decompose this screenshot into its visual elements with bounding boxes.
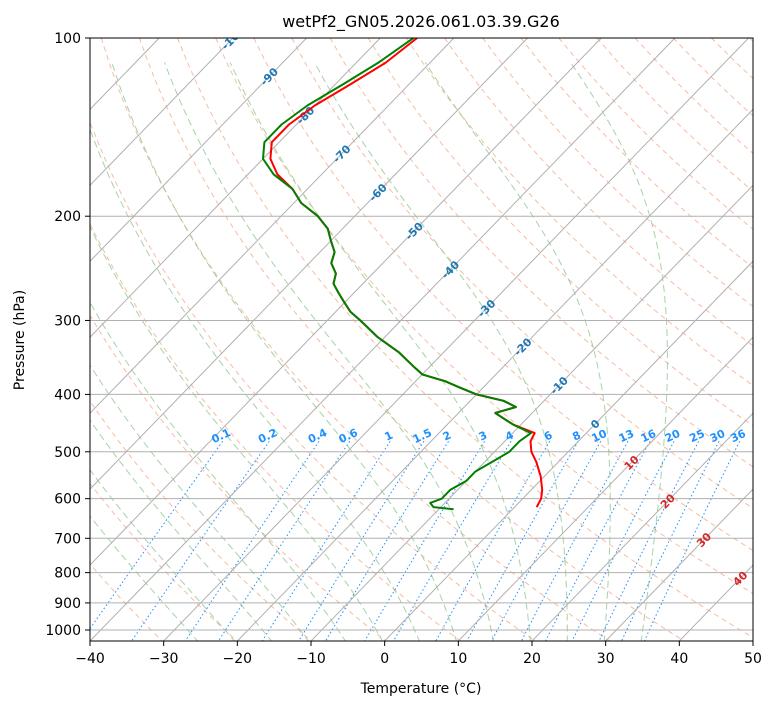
isotherm-line bbox=[90, 38, 381, 338]
isotherm-line bbox=[90, 38, 234, 187]
x-tick-label: −30 bbox=[149, 651, 179, 667]
dry-adiabat bbox=[100, 38, 611, 641]
mixing-ratio-label: 13 bbox=[617, 427, 636, 445]
moist-adiabat bbox=[229, 62, 531, 641]
isotherm-line bbox=[310, 184, 753, 641]
x-tick-label: −20 bbox=[223, 651, 253, 667]
mixing-ratio-label: 25 bbox=[687, 427, 706, 445]
y-tick-label: 900 bbox=[54, 596, 81, 612]
mixing-ratio-labels: 0.1 0.2 0.4 0.6 1 1.5 2 3 4 6 8 10 13 16 20 25 30 36 bbox=[210, 426, 749, 446]
mixing-ratio-line bbox=[520, 441, 629, 641]
chart-title: wetPf2_GN05.2026.061.03.39.G26 bbox=[282, 12, 560, 32]
mixing-ratio-line bbox=[466, 441, 579, 641]
mixing-ratio-label: 30 bbox=[708, 427, 728, 445]
y-tick-label: 600 bbox=[54, 492, 81, 508]
x-tick-label: −10 bbox=[296, 651, 326, 667]
x-tick-label: 50 bbox=[744, 651, 762, 667]
isotherm-line bbox=[90, 38, 602, 566]
mixing-ratio-label: 10 bbox=[590, 427, 610, 445]
y-tick-label: 500 bbox=[54, 445, 81, 461]
profile-lines bbox=[262, 38, 544, 511]
y-tick-label: 200 bbox=[54, 209, 81, 225]
dry-adiabat bbox=[405, 38, 753, 387]
dry-adiabat bbox=[253, 38, 753, 552]
x-tick-label: 40 bbox=[670, 651, 688, 667]
mixing-ratio-label: 20 bbox=[663, 427, 683, 445]
isotherm-line bbox=[90, 38, 307, 262]
dry-adiabat bbox=[367, 38, 753, 427]
dry-adiabat bbox=[90, 222, 462, 641]
y-axis-ticks: 100 200 300 400 500 600 700 800 900 1000 bbox=[45, 31, 90, 639]
y-tick-label: 1000 bbox=[45, 623, 81, 639]
moist-adiabat bbox=[570, 62, 668, 641]
x-axis-label: Temperature (°C) bbox=[360, 681, 482, 697]
isotherm-line bbox=[90, 38, 455, 414]
dry-adiabat bbox=[90, 482, 238, 641]
y-tick-label: 700 bbox=[54, 531, 81, 547]
plot-frame bbox=[89, 37, 754, 642]
mixing-ratio-line bbox=[491, 441, 602, 641]
mixing-ratio-line bbox=[90, 441, 224, 630]
mixing-ratio-line bbox=[544, 441, 651, 641]
mixing-ratio-line bbox=[598, 441, 700, 641]
mixing-ratio-label: 16 bbox=[639, 427, 659, 445]
isotherm-line bbox=[604, 488, 753, 641]
mixing-ratio-line bbox=[571, 441, 675, 641]
x-tick-label: 10 bbox=[449, 651, 467, 667]
dry-adiabat bbox=[444, 38, 753, 347]
isotherm-line bbox=[162, 38, 749, 641]
dry-adiabat bbox=[90, 400, 313, 641]
isotherm-line bbox=[531, 412, 753, 641]
mixing-ratio-line bbox=[324, 441, 449, 641]
moist-adiabat bbox=[111, 62, 457, 641]
isotherm-line bbox=[236, 108, 753, 641]
moist-adiabat bbox=[164, 62, 494, 641]
background-lines bbox=[90, 38, 753, 641]
y-axis-label: Pressure (hPa) bbox=[12, 290, 28, 390]
mixing-ratio-line bbox=[298, 441, 425, 641]
mixing-ratio-line bbox=[621, 441, 720, 641]
moist-adiabat bbox=[90, 301, 347, 641]
x-tick-label: 0 bbox=[380, 651, 389, 667]
y-tick-label: 800 bbox=[54, 566, 81, 582]
isotherm-line bbox=[90, 38, 528, 490]
mixing-ratio-line bbox=[130, 441, 270, 641]
mixing-ratio-line bbox=[184, 441, 320, 641]
y-tick-label: 100 bbox=[54, 31, 81, 47]
y-tick-label: 400 bbox=[54, 387, 81, 403]
dry-adiabat bbox=[90, 120, 536, 641]
x-tick-label: 30 bbox=[597, 651, 615, 667]
dewpoint-profile bbox=[262, 38, 532, 511]
y-tick-label: 300 bbox=[54, 313, 81, 329]
x-tick-label: 20 bbox=[523, 651, 541, 667]
isotherm-line bbox=[383, 260, 753, 641]
x-axis-ticks: −40 −30 −20 −10 0 10 20 30 40 50 bbox=[75, 641, 762, 667]
mixing-ratio-line bbox=[364, 441, 485, 641]
x-tick-label: −40 bbox=[75, 651, 105, 667]
mixing-ratio-label: 36 bbox=[729, 427, 749, 445]
moist-adiabat bbox=[424, 62, 611, 641]
dry-adiabat bbox=[90, 314, 387, 641]
dry-adiabat bbox=[215, 38, 753, 595]
mixing-ratio-line bbox=[643, 441, 741, 641]
moist-adiabat bbox=[90, 127, 420, 641]
isotherm-line bbox=[457, 336, 753, 641]
dry-adiabat bbox=[482, 38, 753, 308]
